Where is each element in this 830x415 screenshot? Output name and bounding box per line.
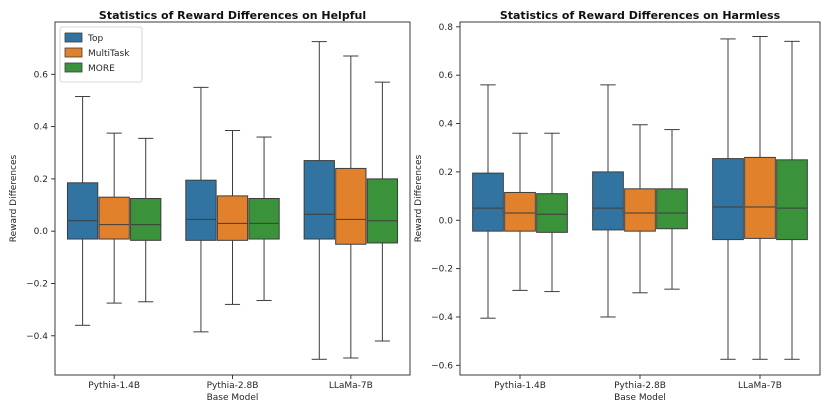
helpful-y-tick-label: 0.6 [34,70,49,80]
helpful-x-tick-label: Pythia-1.4B [88,381,140,391]
helpful-top-pythia-2-8b-box [185,179,217,241]
helpful-multitask-pythia-1-4b-box [98,196,130,240]
harmless-y-axis-label: Reward Differences [414,154,424,242]
helpful-chart-title: Statistics of Reward Differences on Help… [99,9,366,22]
harmless-y-tick-label: 0.0 [439,216,454,226]
helpful-y-tick-label: −0.2 [26,279,48,289]
helpful-legend-swatch-more [64,62,83,73]
helpful-x-tick-label: LLaMa-7B [329,381,373,391]
harmless-plot-frame [459,21,821,376]
helpful-more-pythia-1-4b-box [130,198,162,241]
harmless-chart-title: Statistics of Reward Differences on Harm… [500,9,781,22]
harmless-more-pythia-1-4b-box [536,193,568,233]
helpful-x-axis-label: Base Model [207,393,259,403]
helpful-y-tick-label: 0.0 [34,227,49,237]
helpful-multitask-llama-7b-box [335,167,367,245]
harmless-multitask-llama-7b-box [744,156,776,239]
helpful-multitask-pythia-2-8b-box [216,195,249,241]
helpful-legend-label-top: Top [87,34,103,44]
harmless-y-tick-label: −0.2 [431,265,453,275]
harmless-more-pythia-2-8b-box [656,188,688,230]
harmless-x-tick-label: Pythia-1.4B [494,381,546,391]
helpful-top-llama-7b-box [303,160,335,240]
helpful-legend-label-multitask: MultiTask [88,49,130,59]
harmless-x-tick-label: Pythia-2.8B [614,381,666,391]
harmless-x-tick-label: LLaMa-7B [738,381,782,391]
harmless-x-axis-label: Base Model [614,393,666,403]
helpful-y-tick-label: 0.2 [34,175,48,185]
helpful-legend-swatch-multitask [64,47,83,58]
harmless-y-tick-label: 0.4 [439,120,454,130]
harmless-y-tick-label: −0.6 [431,361,453,371]
helpful-more-pythia-2-8b-box [248,198,280,240]
harmless-multitask-pythia-1-4b-box [504,191,536,232]
harmless-top-pythia-1-4b-box [472,172,504,232]
helpful-legend-swatch-top [64,32,83,43]
helpful-plot-frame [54,21,411,376]
harmless-multitask-pythia-2-8b-box [624,188,656,232]
helpful-more-llama-7b-box [366,178,399,244]
harmless-more-llama-7b-box [776,159,808,241]
helpful-y-tick-label: 0.4 [34,123,49,133]
harmless-y-tick-label: −0.4 [431,313,453,323]
harmless-top-pythia-2-8b-box [592,171,624,231]
helpful-legend-label-more: MORE [88,64,115,74]
helpful-y-tick-label: −0.4 [26,332,48,342]
helpful-y-axis-label: Reward Differences [9,154,19,242]
helpful-x-tick-label: Pythia-2.8B [207,381,259,391]
harmless-y-tick-label: 0.8 [439,23,454,33]
helpful-top-pythia-1-4b-box [66,182,99,240]
harmless-y-tick-label: 0.6 [439,71,454,81]
harmless-y-tick-label: 0.2 [439,168,453,178]
harmless-top-llama-7b-box [712,158,744,241]
